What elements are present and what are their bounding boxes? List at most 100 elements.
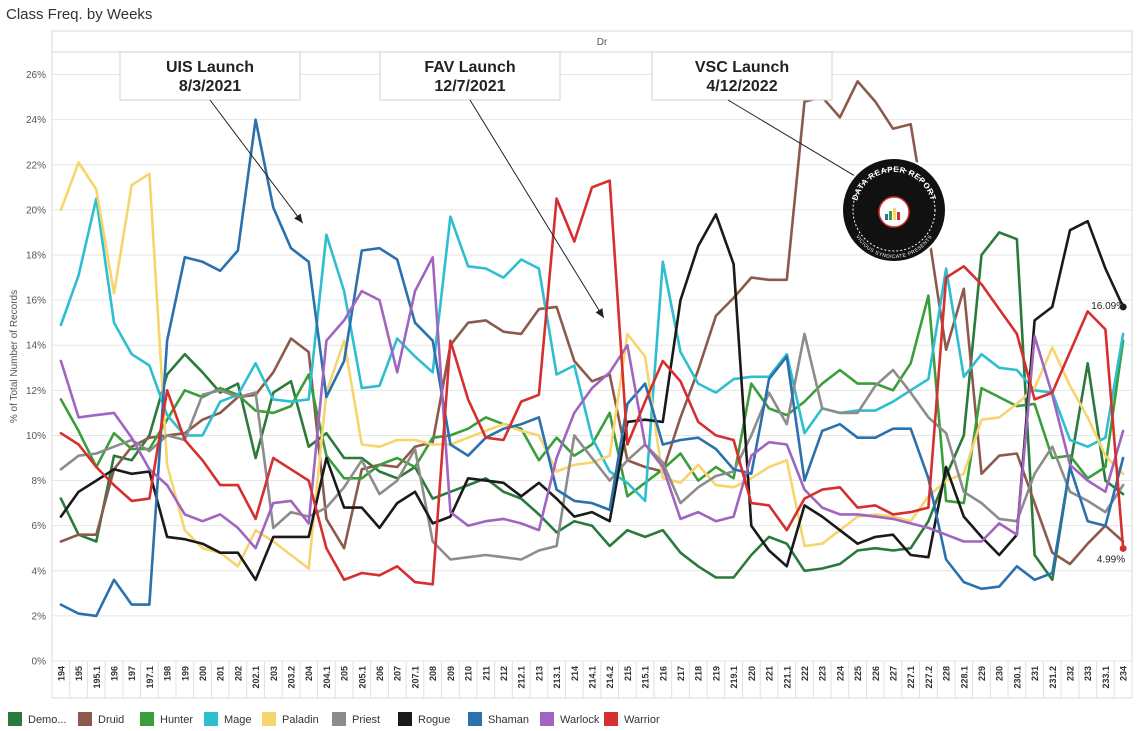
legend-item-hunter[interactable]: Hunter [140,712,193,726]
x-tick-label: 228.1 [959,666,969,689]
x-tick-label: 216 [658,666,668,681]
series-line-warlock[interactable] [59,255,1125,550]
y-tick-label: 8% [32,476,47,487]
annotation-1: UIS Launch 8/3/2021 [119,51,304,224]
legend-item-warrior[interactable]: Warrior [604,712,660,726]
annotation-arrow-line [469,99,605,319]
legend-label: Priest [352,714,380,726]
x-tick-label: 228 [942,666,952,681]
x-tick-label: 214 [570,666,580,681]
x-tick-label: 224 [835,666,845,681]
x-tick-label: 230 [995,666,1005,681]
x-tick-label: 204.1 [322,666,332,689]
x-tick-label: 198 [163,666,173,681]
y-tick-label: 14% [26,341,46,352]
x-tick-label: 215.1 [641,666,651,689]
legend-item-demo[interactable]: Demo... [8,712,67,726]
legend-swatch [468,712,482,726]
legend-item-druid[interactable]: Druid [78,712,124,726]
legend-label: Rogue [418,714,450,726]
x-tick-label: 232 [1066,666,1076,681]
legend-item-priest[interactable]: Priest [332,712,380,726]
series-line-warrior[interactable] [59,179,1125,586]
x-tick-label: 226 [871,666,881,681]
x-tick-label: 213 [534,666,544,681]
y-tick-label: 2% [32,611,47,622]
annotation-3: VSC Launch 4/12/2022 [651,51,923,217]
x-tick-label: 219.1 [729,666,739,689]
series-line-rogue[interactable] [59,213,1125,582]
x-tick-label: 221 [765,666,775,681]
y-tick-label: 10% [26,431,46,442]
end-value-label: 16.09% [1091,301,1125,312]
x-tick-label: 208 [428,666,438,681]
badge-inner-ring [852,168,936,252]
x-tick-label: 207.1 [410,666,420,689]
x-tick-label: 194 [56,666,66,681]
x-tick-label: 229 [977,666,987,681]
legend-item-warlock[interactable]: Warlock [540,712,600,726]
x-tick-label: 233.1 [1101,666,1111,689]
x-tick-label: 202.1 [251,666,261,689]
y-axis-title: % of Total Number of Records [9,290,20,423]
series-line-demo[interactable] [59,231,1125,582]
x-tick-label: 214.1 [588,666,598,689]
x-tick-label: 218 [694,666,704,681]
x-tick-label: 210 [464,666,474,681]
legend-item-mage[interactable]: Mage [204,712,252,726]
legend-swatch [262,712,276,726]
legend-swatch [204,712,218,726]
legend-swatch [604,712,618,726]
annotation-arrow-line [209,99,304,224]
legend-label: Demo... [28,714,67,726]
annotation-arrow-head [595,308,604,318]
pane-header [51,30,1133,53]
end-marker [1119,303,1127,311]
x-tick-label: 204 [304,666,314,681]
pane-header-label: Dr [597,37,608,48]
annotation-date: 8/3/2021 [179,78,241,95]
reaper-logo-icon [878,196,910,228]
x-tick-label: 211 [481,666,491,681]
x-tick-label: 196 [109,666,119,681]
legend-swatch [332,712,346,726]
series-line-shaman[interactable] [59,118,1125,618]
annotation-box [651,51,833,101]
x-tick-label: 215 [623,666,633,681]
legend-item-paladin[interactable]: Paladin [262,712,319,726]
x-tick-label: 227 [888,666,898,681]
x-tick-label: 222 [800,666,810,681]
chart-title: Class Freq. by Weeks [6,6,153,23]
x-tick-label: 201 [216,666,226,681]
x-tick-label: 219 [711,666,721,681]
reaper-logo-bar [897,212,900,220]
x-tick-label: 195.1 [92,666,102,689]
annotation-date: 4/12/2022 [706,78,777,95]
x-tick-label: 197.1 [145,666,155,689]
x-tick-label: 200 [198,666,208,681]
annotation-title: VSC Launch [695,59,789,76]
x-tick-label: 231.2 [1048,666,1058,689]
end-marker [1119,544,1127,552]
x-tick-label: 234 [1119,666,1129,681]
x-tick-label: 197 [127,666,137,681]
series-line-paladin[interactable] [59,161,1125,570]
series-line-mage[interactable] [59,197,1125,503]
annotation-date: 12/7/2021 [434,78,505,95]
x-tick-label: 212 [499,666,509,681]
x-tick-label: 225 [853,666,863,681]
x-tick-label: 203.2 [287,666,297,689]
legend-item-shaman[interactable]: Shaman [468,712,529,726]
reaper-logo-bar [889,211,892,220]
x-tick-label: 231 [1030,666,1040,681]
series-line-priest[interactable] [59,332,1125,561]
legend-label: Warrior [624,714,660,726]
annotation-title: UIS Launch [166,59,254,76]
annotation-box [119,51,301,101]
x-tick-label: 220 [747,666,757,681]
y-tick-label: 16% [26,296,46,307]
legend-item-rogue[interactable]: Rogue [398,712,450,726]
legend-swatch [398,712,412,726]
x-tick-label: 214.2 [605,666,615,689]
